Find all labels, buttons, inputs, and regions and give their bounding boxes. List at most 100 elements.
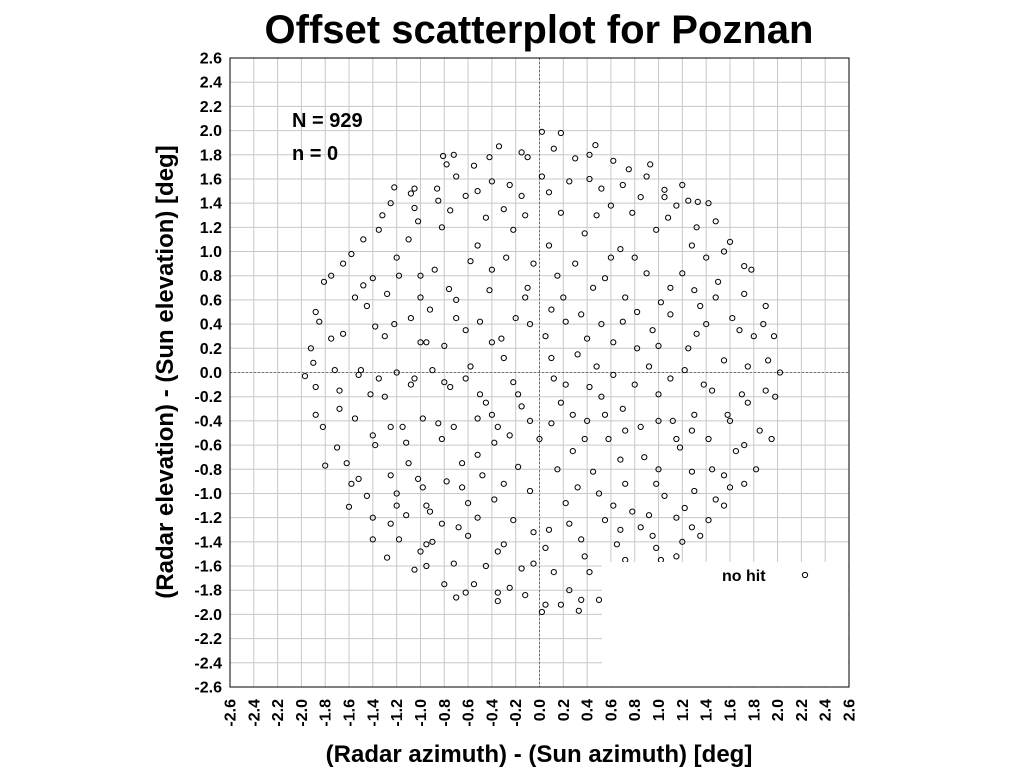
- data-point: [744, 399, 751, 406]
- data-point: [375, 375, 382, 382]
- x-tick-label-25: 2.4: [818, 699, 835, 721]
- data-point: [369, 536, 376, 543]
- x-tick-label-23: 2.0: [770, 699, 787, 721]
- data-point: [434, 185, 441, 192]
- data-point: [545, 526, 553, 533]
- x-tick-label-7: -1.2: [389, 699, 406, 727]
- data-point: [351, 294, 359, 301]
- y-tick-label-22: 1.8: [200, 147, 222, 164]
- data-point: [741, 290, 748, 297]
- data-point: [726, 484, 734, 491]
- data-point: [479, 472, 486, 479]
- data-point: [584, 335, 591, 342]
- data-point: [607, 254, 615, 261]
- data-point: [417, 294, 424, 301]
- data-point: [518, 149, 525, 156]
- data-point: [459, 460, 466, 467]
- data-point: [691, 411, 698, 418]
- data-point: [554, 272, 561, 279]
- data-point: [770, 333, 778, 340]
- data-point: [688, 427, 696, 434]
- data-point: [631, 254, 638, 261]
- data-point: [467, 363, 474, 370]
- y-tick-label-5: -1.6: [194, 559, 222, 576]
- data-point: [598, 393, 605, 400]
- y-tick-label-3: -2.0: [194, 607, 222, 624]
- data-point: [691, 487, 698, 495]
- data-point: [685, 345, 692, 352]
- x-tick-label-17: 0.8: [627, 699, 644, 721]
- data-point: [411, 185, 418, 192]
- data-point: [334, 444, 341, 451]
- data-point: [581, 435, 588, 443]
- data-point: [679, 538, 686, 545]
- data-point: [482, 562, 489, 570]
- data-point: [310, 359, 317, 366]
- x-tick-label-19: 1.2: [675, 699, 692, 721]
- data-point: [572, 260, 579, 267]
- x-tick-label-21: 1.6: [722, 699, 739, 721]
- data-point: [726, 417, 734, 424]
- data-point: [557, 129, 565, 137]
- data-point: [679, 181, 686, 189]
- data-point: [426, 508, 434, 515]
- data-point: [557, 399, 565, 406]
- y-tick-label-13: 0.0: [200, 365, 222, 382]
- x-tick-label-4: -1.8: [318, 699, 335, 727]
- data-point: [697, 532, 704, 539]
- scatter-points: [301, 128, 784, 616]
- data-point: [590, 284, 597, 291]
- data-point: [450, 560, 457, 567]
- data-point: [545, 189, 553, 196]
- data-point: [522, 294, 529, 301]
- data-point: [372, 442, 379, 449]
- data-point: [474, 514, 481, 521]
- data-point: [518, 565, 525, 572]
- data-point: [393, 502, 400, 509]
- data-point: [610, 502, 617, 509]
- data-point: [474, 415, 481, 422]
- data-point: [381, 393, 388, 400]
- data-point: [391, 184, 398, 191]
- data-point: [522, 592, 529, 599]
- data-point: [467, 258, 474, 265]
- data-point: [417, 548, 424, 555]
- data-point: [447, 383, 454, 391]
- data-point: [411, 375, 418, 382]
- y-tick-label-9: -0.8: [194, 462, 222, 479]
- data-point: [569, 411, 576, 418]
- data-point: [500, 354, 507, 362]
- data-point: [530, 260, 537, 267]
- data-point: [515, 463, 522, 470]
- data-point: [538, 173, 546, 180]
- data-point: [343, 460, 350, 467]
- y-tick-label-24: 2.2: [200, 99, 222, 116]
- data-point: [301, 373, 309, 380]
- data-point: [657, 556, 665, 564]
- data-point: [441, 342, 448, 349]
- data-point: [753, 466, 760, 473]
- y-tick-label-21: 1.6: [200, 171, 222, 188]
- data-point: [417, 272, 424, 279]
- data-point: [369, 275, 376, 282]
- data-point: [500, 541, 507, 548]
- data-point: [641, 454, 648, 461]
- data-point: [542, 544, 549, 552]
- data-point: [524, 284, 531, 291]
- y-tick-label-12: -0.2: [194, 389, 222, 406]
- data-point: [550, 145, 557, 152]
- data-point: [522, 212, 529, 219]
- data-point: [384, 290, 391, 297]
- data-point: [610, 371, 617, 378]
- data-point: [515, 391, 522, 398]
- data-point: [679, 270, 686, 277]
- data-point: [619, 181, 626, 189]
- data-point: [625, 166, 632, 173]
- data-point: [407, 381, 414, 388]
- data-point: [655, 342, 662, 349]
- data-point: [715, 278, 722, 285]
- y-tick-label-7: -1.2: [194, 510, 222, 527]
- data-point: [494, 548, 501, 555]
- data-point: [667, 284, 674, 291]
